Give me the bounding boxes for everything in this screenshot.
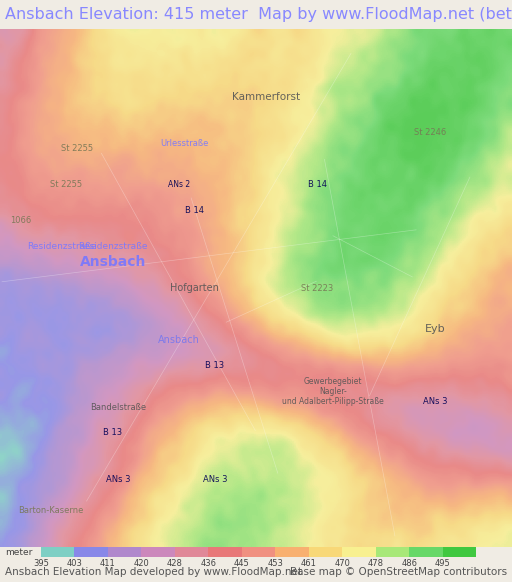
Text: 411: 411 — [100, 559, 116, 568]
Text: Gewerbegebiet
Nagler-
und Adalbert-Pilipp-Straße: Gewerbegebiet Nagler- und Adalbert-Pilip… — [282, 377, 383, 406]
Text: B 14: B 14 — [185, 206, 204, 215]
Text: St 2246: St 2246 — [414, 129, 446, 137]
Text: 486: 486 — [401, 559, 417, 568]
Text: 470: 470 — [334, 559, 350, 568]
Text: Bandelstraße: Bandelstraße — [90, 403, 146, 411]
Text: Urlesstraße: Urlesstraße — [160, 139, 208, 148]
Text: Residenzstraße: Residenzstraße — [27, 242, 96, 251]
Text: 428: 428 — [167, 559, 183, 568]
Text: 461: 461 — [301, 559, 317, 568]
Text: St 2255: St 2255 — [51, 180, 82, 189]
Text: B 14: B 14 — [308, 180, 327, 189]
Text: Kammerforst: Kammerforst — [232, 91, 301, 102]
FancyBboxPatch shape — [74, 548, 108, 557]
Text: 478: 478 — [368, 559, 383, 568]
Text: Ansbach: Ansbach — [158, 335, 200, 345]
Text: 1066: 1066 — [10, 217, 31, 225]
Text: B 13: B 13 — [205, 361, 225, 370]
Text: 445: 445 — [234, 559, 250, 568]
Text: Ansbach Elevation: 415 meter  Map by www.FloodMap.net (beta): Ansbach Elevation: 415 meter Map by www.… — [5, 7, 512, 22]
Text: 495: 495 — [435, 559, 451, 568]
Text: 403: 403 — [67, 559, 82, 568]
FancyBboxPatch shape — [409, 548, 443, 557]
FancyBboxPatch shape — [175, 548, 208, 557]
Text: 395: 395 — [33, 559, 49, 568]
Text: Base map © OpenStreetMap contributors: Base map © OpenStreetMap contributors — [290, 567, 507, 577]
Text: 453: 453 — [267, 559, 283, 568]
Text: ANs 3: ANs 3 — [423, 398, 447, 406]
Text: 436: 436 — [200, 559, 217, 568]
FancyBboxPatch shape — [342, 548, 376, 557]
Text: Ansbach Elevation Map developed by www.FloodMap.net: Ansbach Elevation Map developed by www.F… — [5, 567, 302, 577]
FancyBboxPatch shape — [41, 548, 74, 557]
Text: B 13: B 13 — [103, 428, 122, 438]
FancyBboxPatch shape — [208, 548, 242, 557]
Text: Ansbach: Ansbach — [79, 255, 146, 269]
Text: St 2223: St 2223 — [302, 283, 333, 293]
FancyBboxPatch shape — [309, 548, 342, 557]
FancyBboxPatch shape — [141, 548, 175, 557]
Text: ANs 2: ANs 2 — [168, 180, 190, 189]
FancyBboxPatch shape — [376, 548, 409, 557]
Text: meter: meter — [5, 548, 32, 557]
Text: Residenzstraße: Residenzstraße — [78, 242, 147, 251]
Text: St 2255: St 2255 — [61, 144, 93, 153]
Text: 420: 420 — [134, 559, 150, 568]
FancyBboxPatch shape — [242, 548, 275, 557]
FancyBboxPatch shape — [443, 548, 476, 557]
Text: ANs 3: ANs 3 — [105, 475, 130, 484]
FancyBboxPatch shape — [108, 548, 141, 557]
Text: Eyb: Eyb — [425, 324, 445, 335]
Text: ANs 3: ANs 3 — [203, 475, 227, 484]
Text: Hofgarten: Hofgarten — [170, 283, 219, 293]
Text: Barton-Kaserne: Barton-Kaserne — [18, 506, 84, 515]
FancyBboxPatch shape — [275, 548, 309, 557]
